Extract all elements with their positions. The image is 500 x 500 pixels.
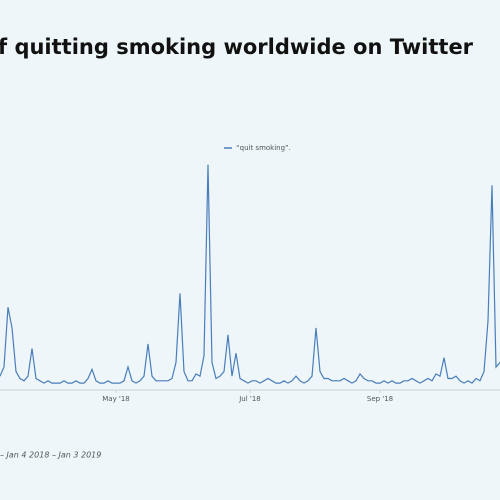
chart-title: f quitting smoking worldwide on Twitter <box>0 35 474 59</box>
legend-label: “quit smoking”. <box>236 144 291 152</box>
x-tick-label: Jul '18 <box>238 395 261 403</box>
footer: – Jan 4 2018 – Jan 3 2019 <box>0 451 101 460</box>
x-tick-label: May '18 <box>102 395 130 403</box>
line <box>0 164 500 384</box>
x-tick-label: Sep '18 <box>367 395 393 403</box>
